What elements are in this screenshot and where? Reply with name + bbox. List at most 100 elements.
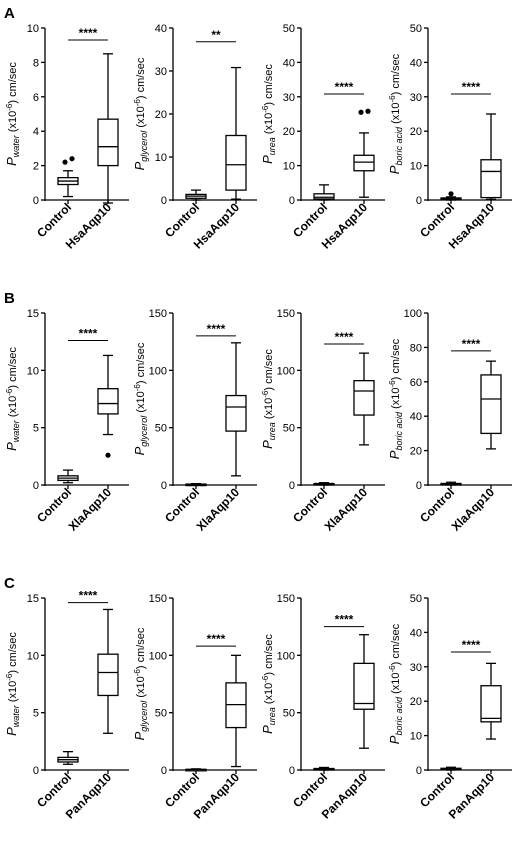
y-tick-label: 40 [155,23,167,35]
y-axis-label-sub: urea [267,422,277,440]
x-category-label: XlaAqp10 [66,485,115,534]
y-tick-label: 60 [410,377,422,389]
x-category-label: Control [162,485,202,525]
y-tick-label: 20 [410,446,422,458]
box-iqr [225,134,247,191]
y-axis-label-sub: glycerol [139,415,149,447]
y-tick-label: 10 [283,161,295,173]
y-axis-label-tail: ) cm/sec [135,627,147,669]
significance-stars: **** [335,330,354,344]
y-tick-label: 40 [410,57,422,69]
y-tick-label: 10 [155,152,167,164]
y-axis-label-sym: P [132,446,147,455]
y-tick-label: 50 [155,708,167,720]
y-tick-label: 100 [149,650,167,662]
y-tick-label: 10 [410,731,422,743]
y-tick-label: 100 [277,365,295,377]
y-tick-label: 150 [277,593,295,605]
panel-letter-b: B [4,290,15,307]
y-axis-label-sym: P [260,155,275,164]
y-tick-label: 10 [27,23,39,35]
y-axis-label-unit: (x10 [390,388,402,412]
y-tick-label: 40 [410,411,422,423]
y-tick-label: 8 [33,57,39,69]
y-axis-label-sym: P [387,735,402,744]
y-axis-label: Purea (x10-6) cm/sec [260,349,277,449]
y-axis-label-tail: ) cm/sec [263,349,275,391]
y-axis-label-sub: glycerol [139,700,149,732]
y-tick-label: 50 [410,593,422,605]
x-category-label: XlaAqp10 [449,485,498,534]
y-axis-label-unit: (x10 [135,391,147,415]
y-axis-label-exp: -6 [388,95,397,103]
y-axis-label-exp: -6 [261,675,270,683]
significance-stars: **** [335,613,354,627]
y-tick-label: 150 [149,308,167,320]
y-tick-label: 40 [283,57,295,69]
y-tick-label: 0 [289,765,295,777]
box-iqr [353,154,375,172]
y-axis-label-sym: P [132,161,147,170]
y-axis-label-exp: -6 [261,105,270,113]
y-axis-label-tail: ) cm/sec [263,634,275,676]
y-axis-label-sub: urea [267,137,277,155]
y-tick-label: 20 [410,696,422,708]
y-tick-label: 50 [283,708,295,720]
y-tick-label: 0 [33,765,39,777]
y-tick-label: 50 [155,423,167,435]
significance-stars: **** [207,322,226,336]
x-category-label: Control [34,485,74,525]
y-axis-label-unit: (x10 [7,111,19,135]
y-axis-label-unit: (x10 [263,398,275,422]
y-axis-label-exp: -6 [388,380,397,388]
y-axis-label-tail: ) cm/sec [263,64,275,106]
y-tick-label: 0 [416,765,422,777]
y-tick-label: 20 [283,126,295,138]
y-tick-label: 30 [283,92,295,104]
y-axis-label-exp: -6 [261,390,270,398]
y-axis-label-tail: ) cm/sec [390,338,402,380]
box-iqr [313,193,335,200]
y-tick-label: 30 [155,66,167,78]
y-axis-label-unit: (x10 [135,106,147,130]
y-axis-label-exp: -6 [133,669,142,677]
y-tick-label: 6 [33,92,39,104]
y-tick-label: 0 [33,195,39,207]
y-tick-label: 2 [33,161,39,173]
x-category-label: XlaAqp10 [194,485,243,534]
y-axis-label-sub: urea [267,707,277,725]
box-iqr [480,685,502,723]
y-tick-label: 0 [33,480,39,492]
x-category-label: Control [417,200,457,240]
y-tick-label: 0 [289,480,295,492]
x-category-label: Control [290,485,330,525]
y-axis-label-tail: ) cm/sec [390,623,402,665]
y-tick-label: 5 [33,423,39,435]
y-axis-label-tail: ) cm/sec [7,632,19,674]
x-category-label: Control [34,770,74,810]
significance-stars: **** [79,589,98,603]
y-tick-label: 10 [27,650,39,662]
x-category-label: Control [290,200,330,240]
box-iqr [97,653,119,697]
y-axis-label-unit: (x10 [135,676,147,700]
panel-letter-c: C [4,575,15,592]
y-tick-label: 30 [410,92,422,104]
y-axis-label: Pglycerol (x10-6) cm/sec [132,342,149,455]
y-axis-label-tail: ) cm/sec [7,347,19,389]
y-axis-label-exp: -6 [133,384,142,392]
box-iqr [97,118,119,167]
y-axis-label-exp: -6 [388,665,397,673]
y-tick-label: 150 [149,593,167,605]
box-iqr [353,380,375,416]
y-axis-label-sym: P [4,727,19,736]
y-tick-label: 0 [161,195,167,207]
y-tick-label: 100 [404,308,422,320]
y-axis-label-sym: P [260,440,275,449]
y-axis-label-tail: ) cm/sec [7,62,19,104]
y-tick-label: 10 [27,365,39,377]
box-iqr [97,388,119,415]
box-iqr [353,662,375,710]
y-tick-label: 0 [161,765,167,777]
